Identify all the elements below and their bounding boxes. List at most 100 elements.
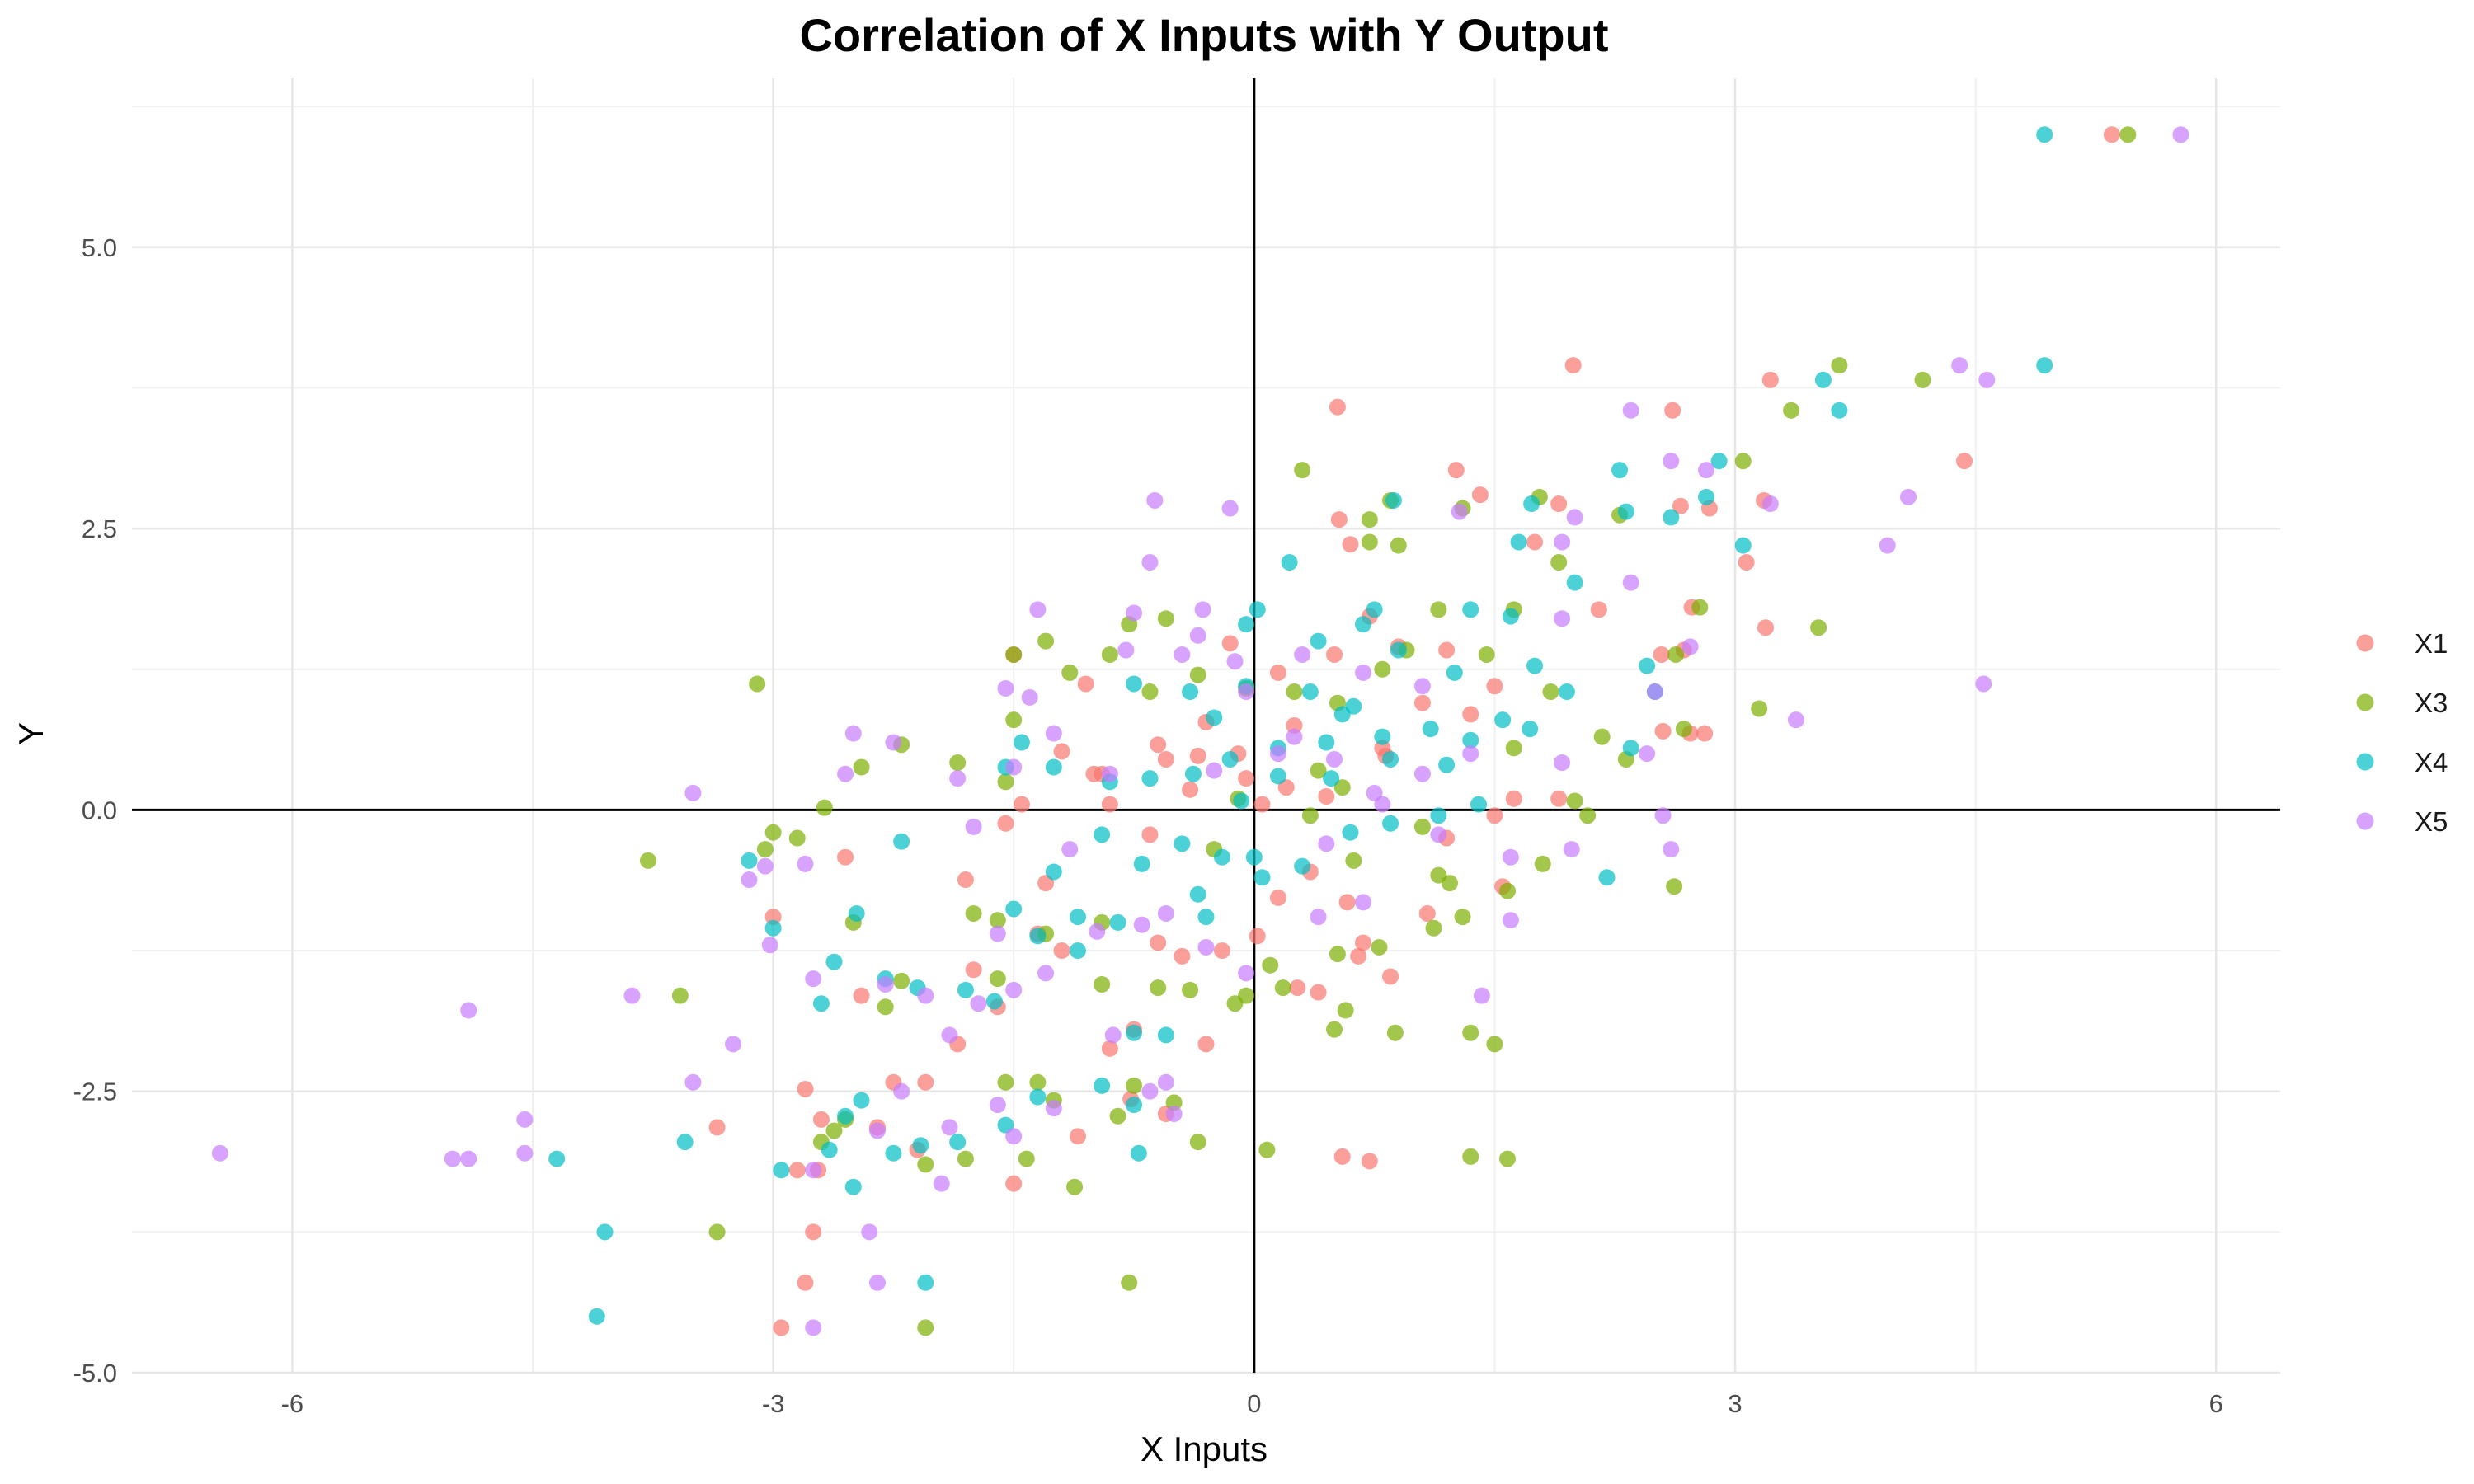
data-point (2119, 126, 2137, 143)
data-point (1133, 855, 1150, 872)
data-point (1061, 664, 1079, 681)
data-point (1323, 770, 1340, 787)
data-point (1245, 848, 1263, 866)
data-point (1337, 1002, 1354, 1019)
data-point (1361, 533, 1378, 551)
data-point (1831, 402, 1848, 419)
data-point (957, 981, 974, 998)
data-point (1274, 979, 1291, 997)
data-point (965, 904, 982, 922)
data-point (1318, 788, 1335, 805)
reference-lines (132, 78, 2280, 1373)
data-point (1523, 495, 1540, 513)
data-point (997, 815, 1014, 832)
data-point (2036, 357, 2053, 374)
data-point (893, 972, 910, 989)
data-point (1558, 683, 1575, 701)
data-point (1104, 1026, 1122, 1044)
data-point (1654, 807, 1672, 824)
data-point (1189, 627, 1206, 644)
data-point (1734, 453, 1752, 470)
data-point (957, 871, 974, 889)
x-axis-ticks: -6 -3 0 3 6 (281, 1389, 2223, 1418)
data-point (1672, 497, 1689, 514)
data-point (1462, 745, 1479, 763)
data-point (1045, 863, 1062, 881)
data-point (1663, 453, 1680, 470)
data-point (1233, 792, 1250, 810)
data-point (1550, 554, 1568, 571)
data-point (1505, 790, 1522, 807)
data-point (773, 1319, 790, 1336)
data-point (1184, 765, 1202, 782)
legend-label: X5 (2415, 806, 2448, 837)
data-point (812, 1111, 830, 1128)
data-point (1330, 511, 1348, 528)
data-point (1189, 666, 1206, 683)
data-point (741, 871, 758, 889)
data-point (1430, 601, 1447, 618)
data-point (1355, 934, 1372, 951)
data-point (1413, 818, 1431, 835)
x-tick-label: 6 (2209, 1389, 2223, 1418)
data-point (1326, 1021, 1343, 1038)
data-point (1213, 848, 1230, 866)
data-point (1206, 762, 1223, 779)
data-point (1470, 796, 1487, 813)
y-axis-title: Y (12, 722, 50, 745)
data-point (917, 1073, 934, 1091)
data-point (1382, 968, 1399, 985)
data-point (1109, 1107, 1126, 1125)
data-point (1681, 638, 1699, 655)
data-point (1126, 1024, 1143, 1041)
data-point (1710, 453, 1728, 470)
data-point (1157, 1073, 1174, 1091)
data-point (1069, 909, 1086, 926)
data-point (1478, 646, 1495, 663)
data-point (1787, 711, 1804, 729)
data-point (1310, 909, 1327, 926)
data-point (1510, 533, 1527, 551)
data-point (1526, 533, 1544, 551)
data-point (708, 1223, 726, 1241)
data-point (756, 841, 774, 858)
data-point (1566, 509, 1583, 526)
data-point (1593, 728, 1611, 745)
data-point (1150, 979, 1167, 997)
data-point (805, 1162, 822, 1179)
x-axis-title: X Inputs (1141, 1430, 1268, 1468)
data-point (1089, 923, 1106, 940)
y-tick-label: 0.0 (82, 796, 117, 824)
data-point (877, 998, 894, 1016)
data-point (1451, 503, 1468, 520)
data-point (1462, 706, 1479, 723)
data-point (1486, 678, 1503, 695)
data-point (1061, 841, 1079, 858)
data-point (1653, 646, 1670, 663)
data-point (708, 1119, 726, 1136)
data-point (460, 1002, 477, 1019)
data-point (1639, 657, 1656, 674)
data-point (1462, 601, 1479, 618)
data-point (788, 1162, 806, 1179)
data-point (825, 953, 843, 970)
data-point (1157, 750, 1174, 768)
data-point (1390, 641, 1407, 659)
data-point (1289, 979, 1306, 997)
data-point (1696, 725, 1714, 742)
data-point (1338, 894, 1356, 911)
data-point (1189, 1134, 1206, 1151)
data-point (1342, 536, 1359, 553)
y-tick-label: -5.0 (73, 1359, 117, 1388)
data-point (1413, 678, 1431, 695)
data-point (1622, 402, 1639, 419)
data-point (1253, 869, 1271, 886)
data-point (949, 1134, 967, 1151)
data-point (1831, 357, 1848, 374)
data-point (1454, 909, 1471, 926)
data-point (1422, 721, 1439, 738)
data-point (1226, 995, 1244, 1012)
legend-label: X1 (2415, 628, 2448, 659)
data-point (1221, 500, 1239, 517)
